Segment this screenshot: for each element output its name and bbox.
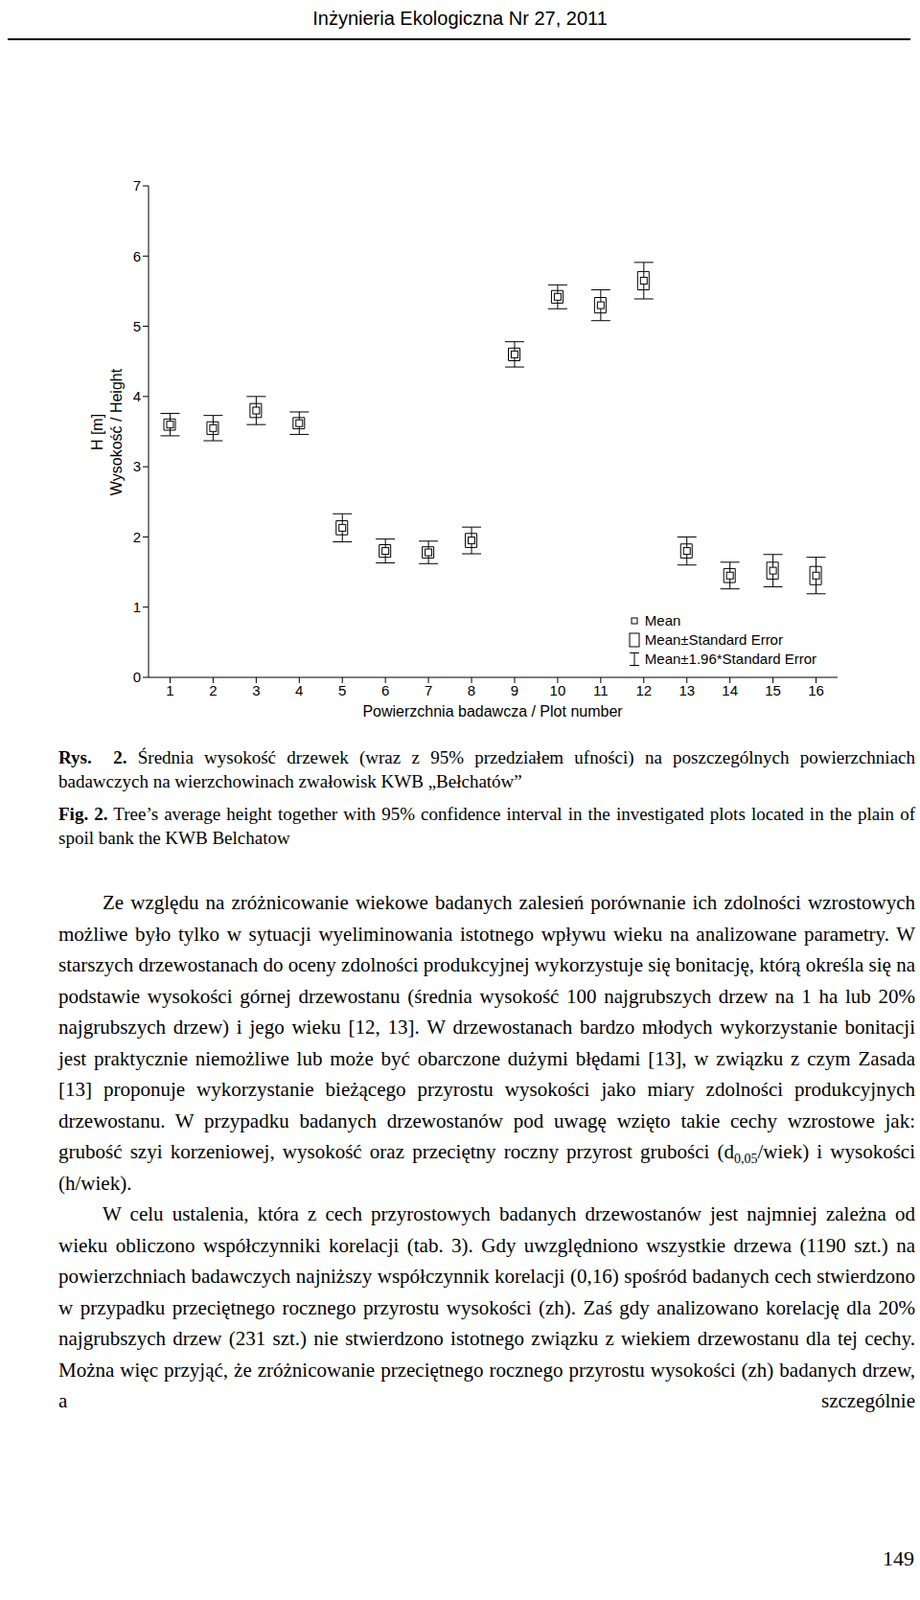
html-text:Fig. 2. Tree’s average height: Fig. 2. Tree’s average height together w… bbox=[58, 804, 916, 848]
svg-text:12: 12 bbox=[635, 682, 652, 699]
svg-text:7: 7 bbox=[424, 682, 433, 699]
svg-text:6: 6 bbox=[381, 682, 390, 699]
html-text:Powierzchnia badawcza / Plot n: Powierzchnia badawcza / Plot number bbox=[362, 703, 623, 720]
svg-text:3: 3 bbox=[252, 682, 260, 699]
html-text:Mean: Mean bbox=[644, 612, 681, 629]
svg-text:4: 4 bbox=[295, 682, 303, 699]
svg-text:2: 2 bbox=[133, 529, 141, 546]
html-text:H [m]: H [m] bbox=[89, 413, 106, 451]
svg-text:4: 4 bbox=[133, 388, 141, 405]
svg-text:16: 16 bbox=[807, 682, 825, 699]
svg-text:3: 3 bbox=[133, 458, 141, 475]
svg-text:5: 5 bbox=[338, 682, 346, 699]
html-text:Mean±1.96*Standard Error: Mean±1.96*Standard Error bbox=[644, 650, 817, 667]
html-text:Ze względu na zróżnicowanie wi: Ze względu na zróżnicowanie wiekowe bada… bbox=[58, 891, 916, 1195]
html-text:Średnia wysokość drzewek (wraz: Średnia wysokość drzewek (wraz z 95% prz… bbox=[58, 747, 916, 792]
html-text:Inżynieria Ekologiczna Nr 27,: Inżynieria Ekologiczna Nr 27, 2011 bbox=[312, 7, 608, 29]
svg-text:10: 10 bbox=[550, 682, 567, 699]
html-text:Rys. 2.: Rys. 2. bbox=[58, 747, 127, 768]
svg-text:11: 11 bbox=[593, 682, 609, 699]
svg-text:2: 2 bbox=[208, 682, 217, 699]
svg-text:8: 8 bbox=[467, 682, 476, 699]
html-text:W celu ustalenia, która z cech: W celu ustalenia, która z cech przyrosto… bbox=[58, 1202, 916, 1413]
svg-text:6: 6 bbox=[133, 248, 141, 265]
svg-text:7: 7 bbox=[133, 177, 141, 194]
html-text:149: 149 bbox=[882, 1546, 915, 1571]
svg-text:15: 15 bbox=[764, 682, 782, 699]
svg-text:9: 9 bbox=[510, 682, 519, 699]
html-text:Wysokość / Height: Wysokość / Height bbox=[108, 368, 125, 496]
svg-text:14: 14 bbox=[721, 682, 738, 699]
svg-text:5: 5 bbox=[133, 318, 141, 335]
svg-text:13: 13 bbox=[678, 682, 695, 699]
html-text:Mean±Standard Error: Mean±Standard Error bbox=[644, 631, 783, 648]
svg-text:1: 1 bbox=[165, 682, 174, 699]
svg-text:0: 0 bbox=[133, 668, 141, 686]
svg-text:1: 1 bbox=[133, 598, 141, 616]
